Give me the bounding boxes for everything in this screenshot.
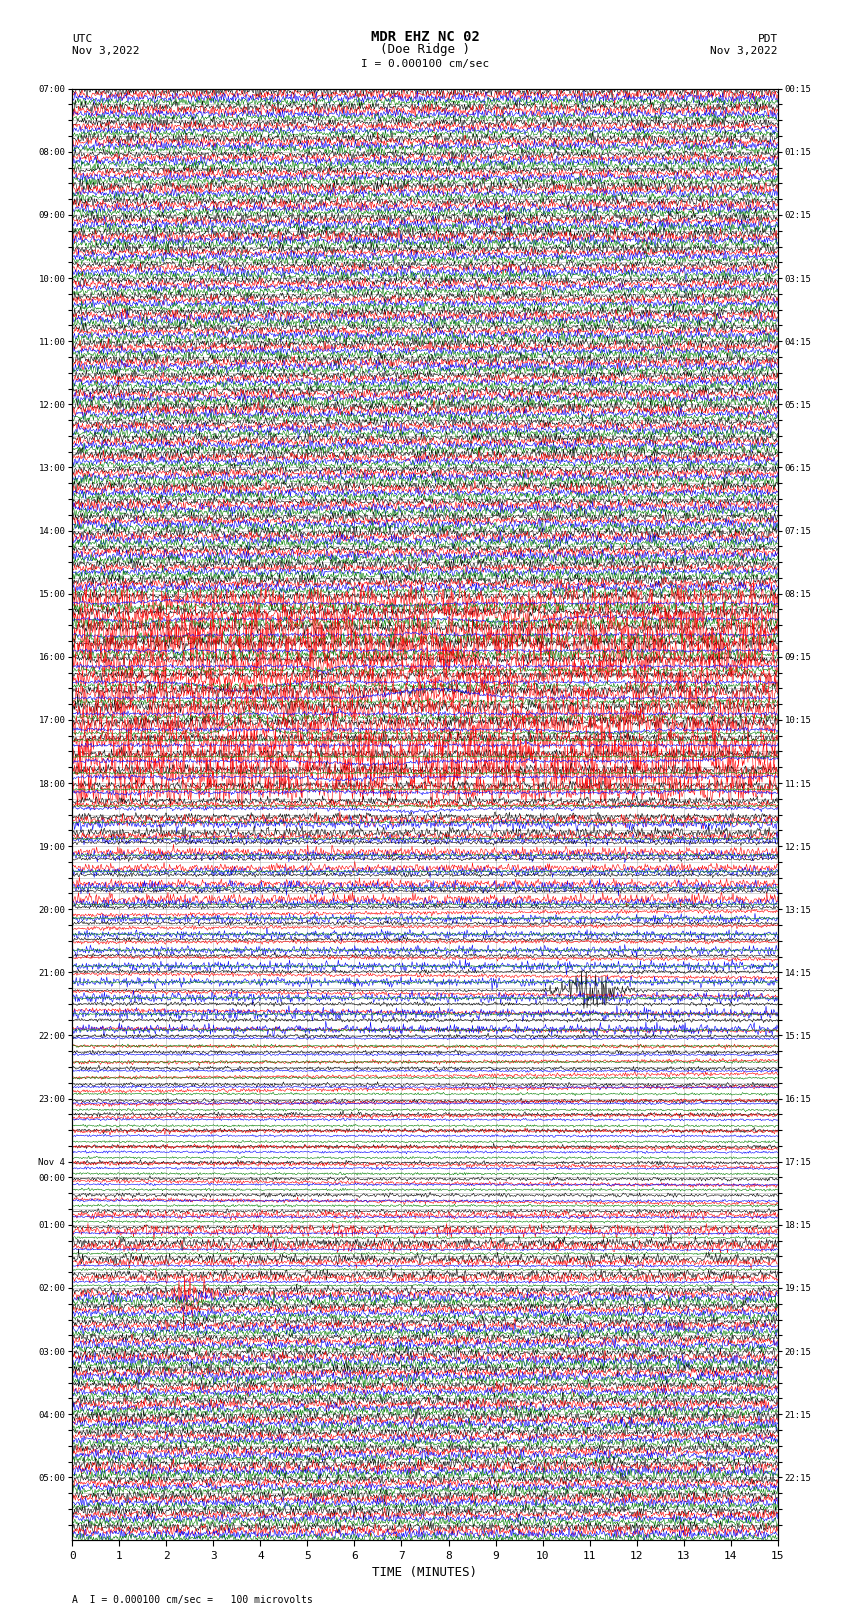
- Text: Nov 3,2022: Nov 3,2022: [711, 47, 778, 56]
- Text: Nov 3,2022: Nov 3,2022: [72, 47, 139, 56]
- Text: MDR EHZ NC 02: MDR EHZ NC 02: [371, 29, 479, 44]
- Text: I = 0.000100 cm/sec: I = 0.000100 cm/sec: [361, 60, 489, 69]
- X-axis label: TIME (MINUTES): TIME (MINUTES): [372, 1566, 478, 1579]
- Text: A  I = 0.000100 cm/sec =   100 microvolts: A I = 0.000100 cm/sec = 100 microvolts: [72, 1595, 313, 1605]
- Text: (Doe Ridge ): (Doe Ridge ): [380, 44, 470, 56]
- Text: PDT: PDT: [757, 34, 778, 44]
- Text: UTC: UTC: [72, 34, 93, 44]
